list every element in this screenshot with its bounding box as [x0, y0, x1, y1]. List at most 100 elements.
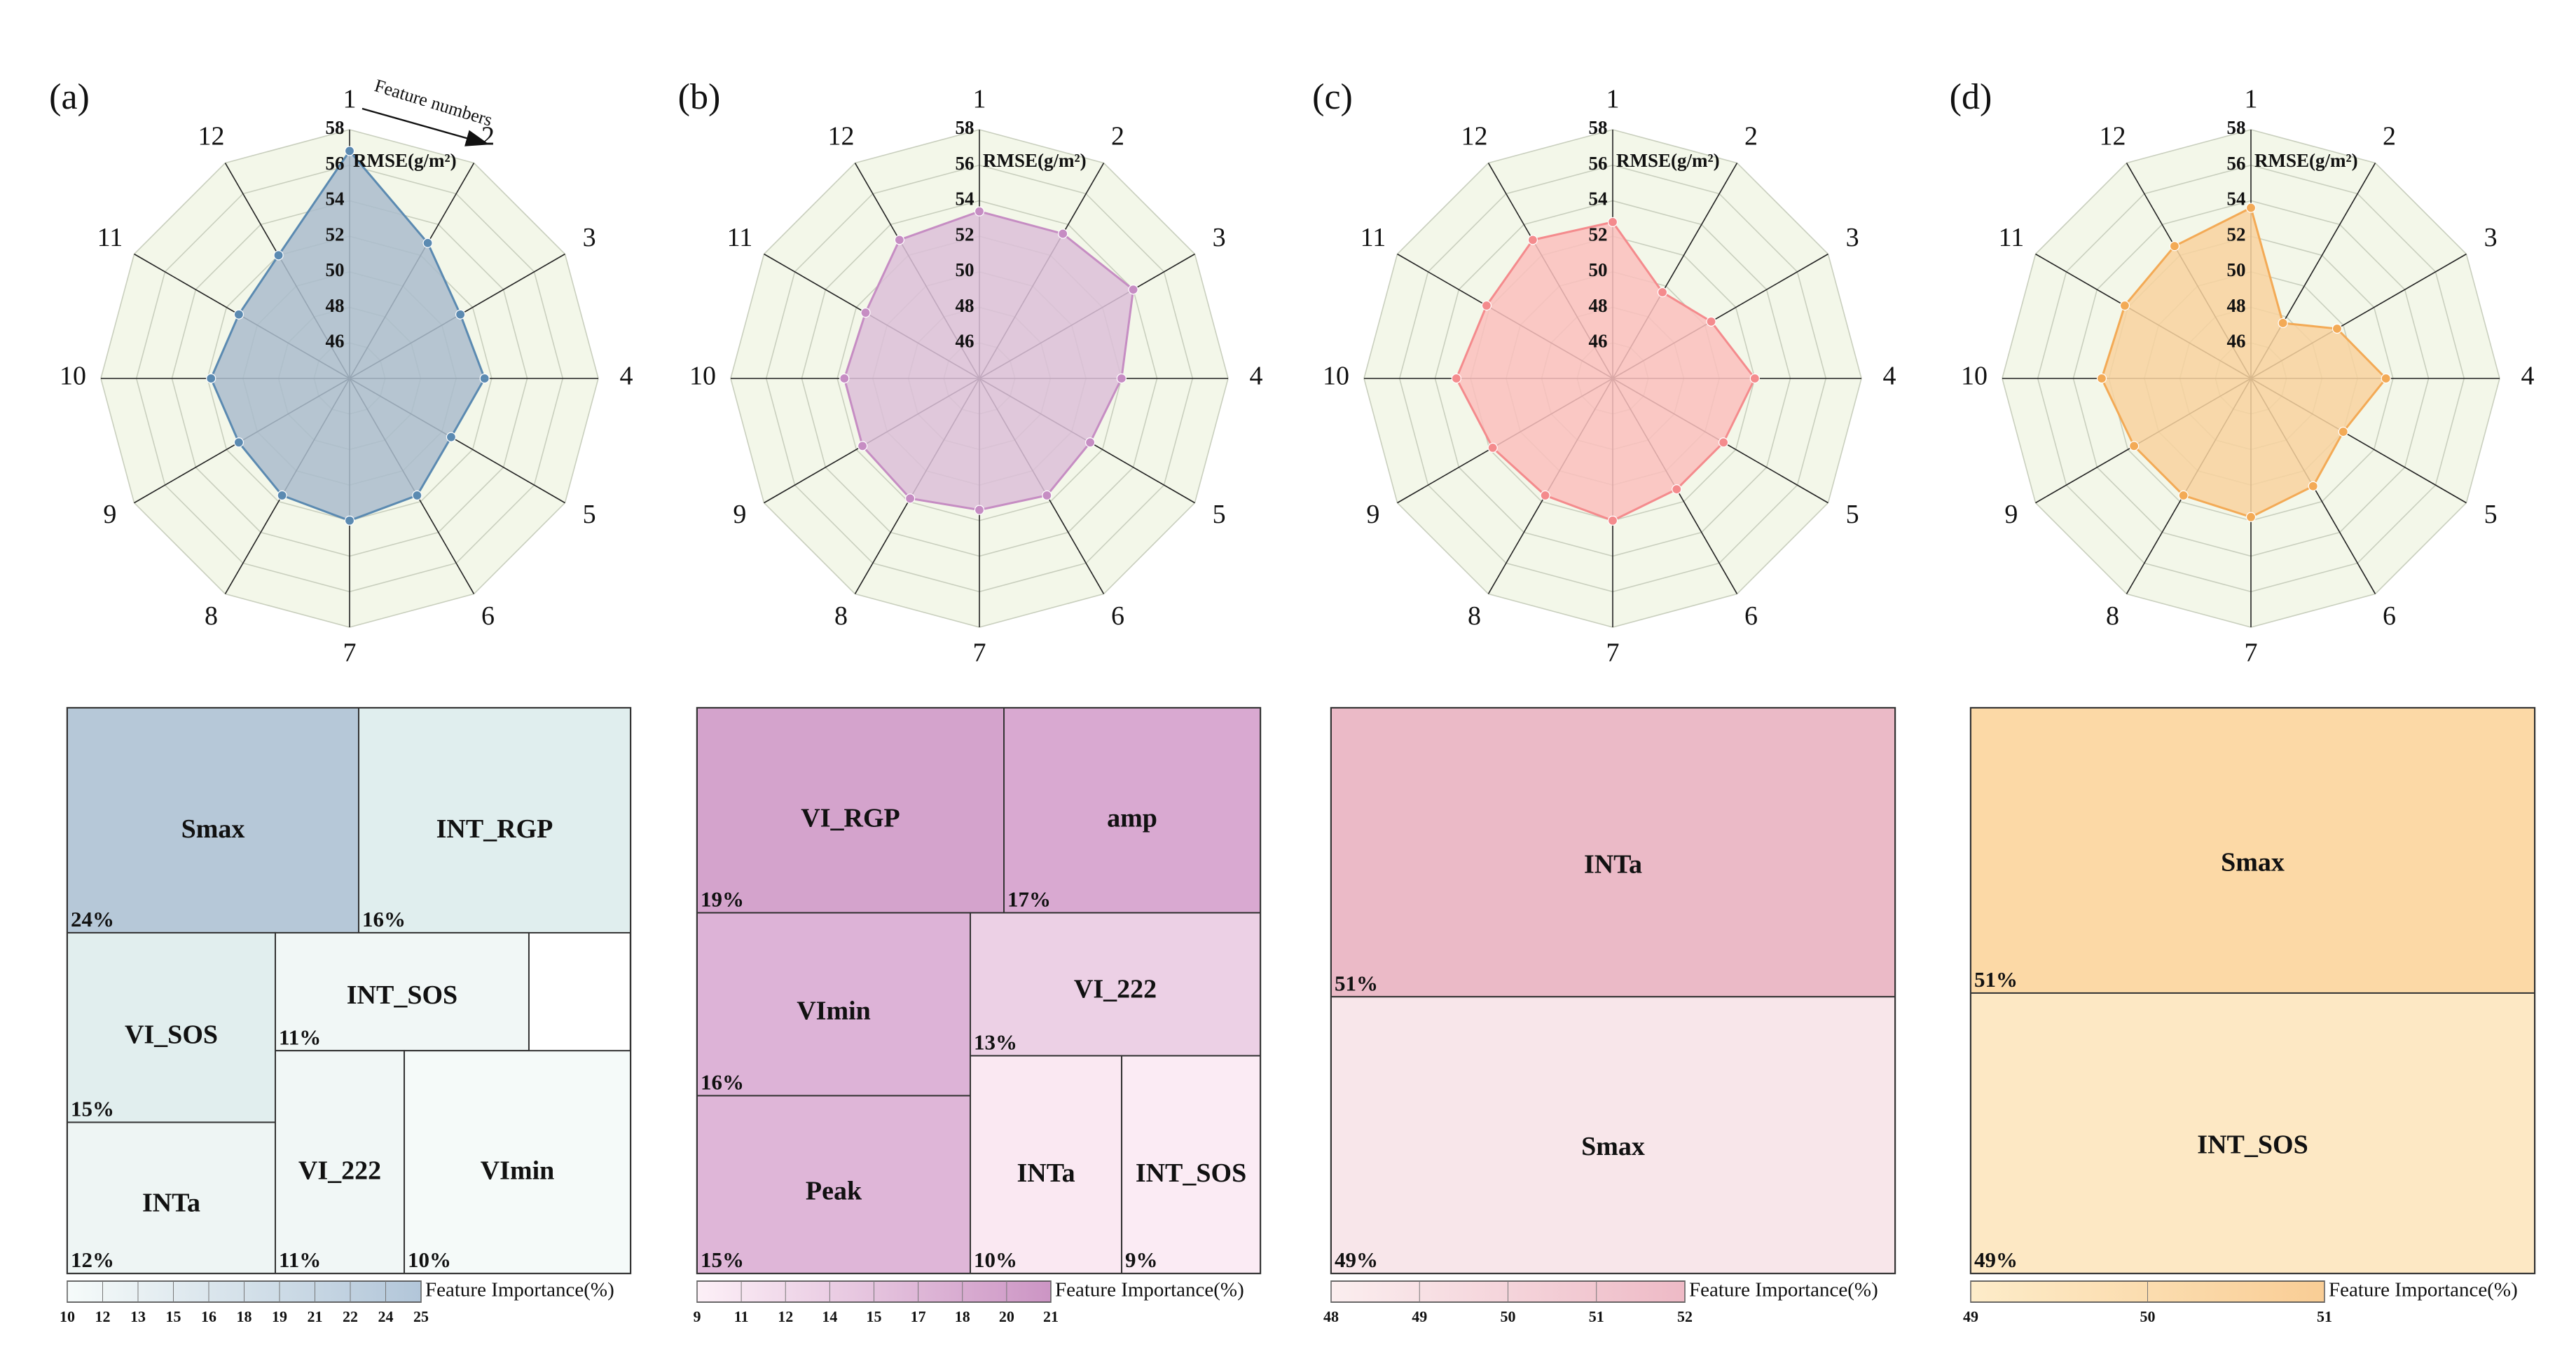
treemap-tile-label: Smax: [2221, 848, 2285, 877]
colorbar-tick-label: 22: [343, 1308, 358, 1325]
colorbar-tick-label: 17: [911, 1308, 926, 1325]
treemap-tile-percent: 51%: [1335, 971, 1378, 995]
colorbar-tick-label: 25: [413, 1308, 429, 1325]
panel-a: (a)46485052545658RMSE(g/m²)1234567891011…: [49, 75, 633, 1325]
radar-tick-label: 52: [2227, 224, 2246, 245]
radar-feature-label-12: 12: [198, 122, 225, 151]
radar-tick-label: 56: [956, 153, 974, 174]
radar-feature-label-4: 4: [1250, 362, 1263, 391]
radar-point-1: [344, 146, 355, 156]
radar-feature-label-1: 1: [2245, 85, 2258, 114]
radar-point-7: [1607, 515, 1618, 526]
radar-feature-label-5: 5: [2484, 500, 2498, 529]
radar-feature-label-3: 3: [583, 223, 596, 252]
treemap-tile-label: VI_222: [1074, 974, 1157, 1004]
radar-point-10: [206, 373, 216, 384]
treemap-tile-label: Smax: [1581, 1132, 1645, 1161]
radar-point-7: [974, 505, 985, 515]
colorbar-title: Feature Importance(%): [425, 1279, 614, 1301]
colorbar-title: Feature Importance(%): [2329, 1279, 2518, 1301]
treemap-tile-int_sos: [1970, 992, 2535, 1274]
panel-label: (c): [1312, 77, 1353, 117]
radar-point-7: [2245, 512, 2257, 522]
radar-feature-label-11: 11: [97, 223, 123, 252]
treemap-tile-percent: 11%: [279, 1025, 321, 1049]
treemap-tile-smax: [1970, 707, 2535, 994]
radar-feature-label-11: 11: [727, 223, 753, 252]
colorbar-tick-label: 19: [272, 1308, 287, 1325]
panel-c: (c)46485052545658RMSE(g/m²)1234567891011…: [1312, 77, 1896, 1325]
treemap-tile-label: INT_SOS: [347, 980, 457, 1010]
radar-tick-label: 46: [2227, 330, 2246, 351]
colorbar-tick-label: 51: [1589, 1308, 1604, 1325]
radar-axis-title: RMSE(g/m²): [353, 150, 457, 171]
radar-point-1: [2245, 203, 2257, 213]
radar-tick-label: 48: [1589, 295, 1608, 316]
radar-feature-label-10: 10: [689, 362, 716, 391]
radar-point-5: [1719, 437, 1729, 448]
radar-tick-label: 50: [326, 259, 345, 280]
radar-point-3: [455, 309, 466, 320]
radar-feature-label-2: 2: [1744, 122, 1758, 151]
radar-axis-title: RMSE(g/m²): [983, 150, 1087, 171]
radar-point-10: [1451, 373, 1461, 384]
radar-point-9: [1487, 442, 1498, 453]
treemap-tile-percent: 13%: [974, 1030, 1017, 1055]
radar-point-6: [1672, 484, 1682, 495]
radar-tick-label: 58: [1589, 117, 1608, 138]
radar-point-2: [1657, 287, 1668, 298]
radar-feature-label-9: 9: [103, 500, 116, 529]
treemap-tile-peak: [696, 1095, 972, 1274]
radar-point-8: [905, 493, 916, 504]
radar-feature-label-6: 6: [1744, 601, 1758, 631]
radar-point-5: [1085, 437, 1096, 448]
radar-point-6: [1042, 490, 1052, 500]
panel-label: (b): [678, 77, 721, 117]
colorbar-title: Feature Importance(%): [1689, 1279, 1878, 1301]
colorbar-tick-label: 12: [95, 1308, 111, 1325]
radar-point-8: [1540, 490, 1550, 500]
colorbar-tick-label: 49: [1412, 1308, 1427, 1325]
colorbar-tick-label: 11: [734, 1308, 749, 1325]
radar-point-10: [839, 373, 850, 384]
treemap-tile-amp: [1003, 707, 1261, 914]
treemap-tile-percent: 49%: [1335, 1247, 1378, 1272]
radar-point-2: [1058, 228, 1068, 239]
radar-feature-label-5: 5: [1213, 500, 1226, 529]
radar-tick-label: 58: [956, 117, 974, 138]
radar-tick-label: 46: [326, 330, 345, 351]
radar-point-12: [2169, 241, 2180, 252]
radar-point-1: [1607, 217, 1618, 227]
radar-tick-label: 54: [1589, 189, 1608, 210]
radar-feature-label-4: 4: [1883, 362, 1896, 391]
radar-feature-label-3: 3: [1213, 223, 1226, 252]
radar-point-7: [344, 515, 355, 526]
treemap-tile-percent: 16%: [362, 907, 406, 931]
radar-tick-label: 48: [326, 295, 345, 316]
treemap-tile-percent: 9%: [1125, 1247, 1158, 1272]
colorbar-tick-label: 50: [1501, 1308, 1516, 1325]
radar-feature-label-8: 8: [205, 601, 218, 631]
colorbar-tick-label: 50: [2140, 1308, 2156, 1325]
treemap-tile-label: INTa: [142, 1189, 200, 1218]
treemap-tile-label: VI_222: [298, 1156, 381, 1186]
treemap-tile-percent: 19%: [701, 887, 744, 912]
treemap-tile-smax: [67, 707, 359, 933]
treemap-tile-percent: 49%: [1974, 1247, 2018, 1272]
radar-feature-label-7: 7: [1606, 638, 1620, 668]
treemap-tile-percent: 16%: [701, 1070, 744, 1095]
treemap-tile-inta: [970, 1055, 1123, 1275]
radar-tick-label: 48: [2227, 295, 2246, 316]
radar-feature-label-12: 12: [2100, 122, 2126, 151]
treemap-tile-label: VImin: [481, 1156, 555, 1186]
treemap-tile-percent: 17%: [1007, 887, 1051, 912]
radar-feature-label-1: 1: [973, 85, 986, 114]
radar-tick-label: 56: [2227, 153, 2246, 174]
radar-feature-label-4: 4: [2521, 362, 2535, 391]
radar-point-3: [1128, 285, 1138, 295]
radar-feature-label-12: 12: [1461, 122, 1488, 151]
colorbar-tick-label: 15: [867, 1308, 882, 1325]
treemap-tile-inta: [67, 1121, 276, 1275]
radar-tick-label: 56: [326, 153, 345, 174]
radar-tick-label: 52: [1589, 224, 1608, 245]
